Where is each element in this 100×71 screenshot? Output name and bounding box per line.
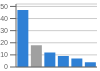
svg-text:10: 10 — [8, 51, 9, 58]
svg-text:0: 0 — [8, 63, 9, 70]
svg-text:30: 30 — [8, 27, 9, 34]
svg-text:20: 20 — [8, 39, 9, 46]
svg-text:40: 40 — [8, 15, 9, 22]
svg-text:50: 50 — [8, 3, 9, 10]
